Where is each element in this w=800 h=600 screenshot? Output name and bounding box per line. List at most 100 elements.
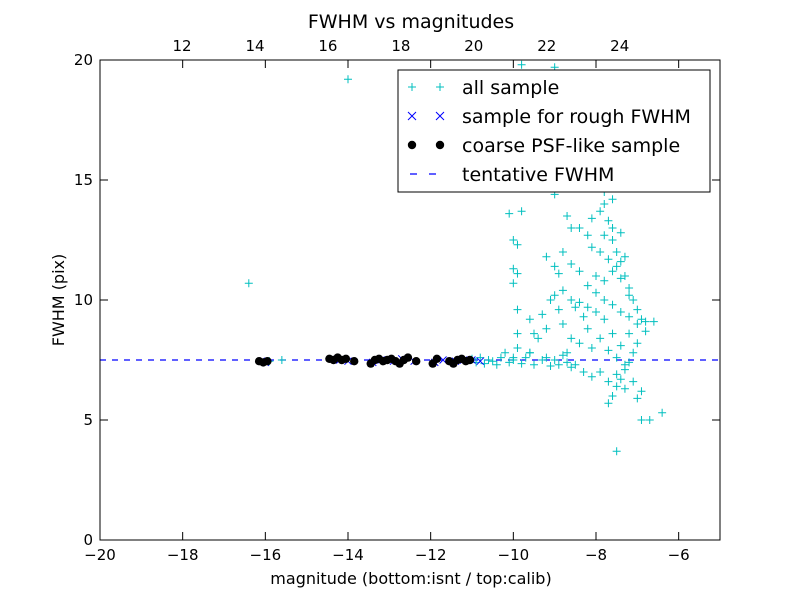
legend-marker-plus: [408, 83, 416, 91]
all-sample-point: [513, 240, 522, 249]
all-sample-point: [612, 370, 621, 379]
all-sample-point: [554, 305, 563, 314]
all-sample-point: [616, 274, 625, 283]
all-sample-point: [505, 209, 514, 218]
all-sample-point: [567, 296, 576, 304]
legend-marker-plus: [436, 83, 444, 91]
legend-marker-dot: [435, 140, 445, 150]
top-x-tick-label: 22: [537, 37, 556, 55]
all-sample-point: [517, 207, 526, 216]
x-tick-label: −6: [668, 546, 690, 564]
all-sample-point: [521, 353, 530, 362]
all-sample-point: [488, 357, 497, 366]
all-sample-point: [571, 303, 580, 312]
x-tick-label: −10: [498, 546, 530, 564]
x-tick-label: −14: [332, 546, 364, 564]
all-sample-point: [542, 353, 551, 362]
legend-marker-cross: [407, 111, 417, 121]
all-sample-point: [546, 362, 555, 370]
all-sample-point: [587, 372, 596, 381]
all-sample-point: [608, 236, 617, 244]
all-sample-point: [608, 267, 617, 276]
all-sample-point: [604, 346, 613, 355]
x-tick-label: −18: [167, 546, 199, 564]
all-sample-point: [575, 339, 584, 348]
all-sample-point: [505, 358, 514, 367]
legend: all sample sample for rough FWHM coarse PS…: [397, 69, 711, 193]
all-sample-point: [244, 279, 253, 288]
all-sample-point: [546, 296, 555, 304]
all-sample-point: [530, 329, 538, 338]
all-sample-point: [604, 216, 613, 225]
all-sample-point: [596, 334, 605, 343]
all-sample-point: [554, 269, 563, 278]
top-x-tick-label: 16: [318, 37, 337, 55]
all-sample-point: [563, 358, 572, 367]
all-sample-point: [625, 312, 634, 321]
all-sample-point: [554, 360, 563, 369]
all-sample-point: [571, 360, 580, 369]
all-sample-point: [596, 368, 605, 376]
all-sample-point: [579, 312, 588, 321]
all-sample-point: [633, 394, 642, 403]
y-tick-label: 0: [83, 531, 93, 549]
all-sample-point: [600, 276, 609, 285]
all-sample-point: [538, 310, 547, 319]
x-tick-label: −12: [415, 546, 447, 564]
all-sample-point: [616, 228, 625, 237]
all-sample-point: [596, 248, 605, 256]
all-sample-point: [637, 387, 646, 396]
all-sample-point: [550, 356, 559, 364]
all-sample-point: [558, 351, 567, 360]
all-sample-point: [583, 303, 592, 312]
top-x-tick-label: 18: [391, 37, 410, 55]
all-sample-point: [513, 269, 522, 278]
all-sample-point: [496, 353, 505, 362]
all-sample-point: [608, 224, 617, 232]
all-sample-point: [558, 286, 567, 295]
x-tick-label: −8: [585, 546, 607, 564]
all-sample-point: [513, 344, 522, 352]
y-tick-label: 20: [74, 51, 93, 69]
all-sample-point: [550, 262, 559, 271]
all-sample-point: [600, 231, 609, 240]
psf-like-point: [465, 355, 475, 365]
all-sample-point: [579, 368, 588, 376]
psf-like-point: [263, 357, 272, 366]
legend-label: sample for rough FWHM: [462, 106, 691, 128]
legend-label: coarse PSF-like sample: [462, 135, 680, 157]
all-sample-point: [575, 267, 584, 276]
all-sample-point: [633, 305, 642, 314]
legend-marker-cross: [435, 111, 445, 121]
y-tick-label: 15: [74, 171, 93, 189]
top-x-tick-label: 14: [245, 37, 264, 55]
all-sample-point: [575, 298, 584, 307]
all-sample-point: [509, 353, 518, 362]
all-sample-point: [592, 272, 600, 280]
all-sample-point: [583, 324, 592, 333]
all-sample-point: [492, 360, 501, 369]
legend-label: all sample: [462, 77, 559, 99]
all-sample-point: [509, 264, 518, 273]
x-axis-title: magnitude (bottom:isnt / top:calib): [270, 569, 551, 588]
all-sample-point: [484, 356, 493, 364]
all-sample-point: [476, 353, 485, 362]
all-sample-point: [509, 236, 518, 244]
all-sample-point: [620, 360, 629, 369]
all-sample-point: [625, 291, 634, 300]
all-sample-point: [637, 315, 646, 324]
all-sample-point: [277, 356, 286, 364]
all-sample-point: [567, 224, 576, 232]
rough-fwhm-point: [476, 357, 485, 366]
all-sample-point: [563, 212, 572, 220]
all-sample-point: [649, 317, 658, 326]
all-sample-point: [633, 339, 642, 348]
all-sample-point: [612, 447, 621, 456]
psf-like-point: [432, 354, 442, 363]
all-sample-point: [513, 329, 522, 338]
all-sample-point: [616, 341, 625, 350]
all-sample-point: [550, 291, 559, 300]
all-sample-point: [625, 284, 634, 292]
all-sample-point: [658, 408, 667, 417]
